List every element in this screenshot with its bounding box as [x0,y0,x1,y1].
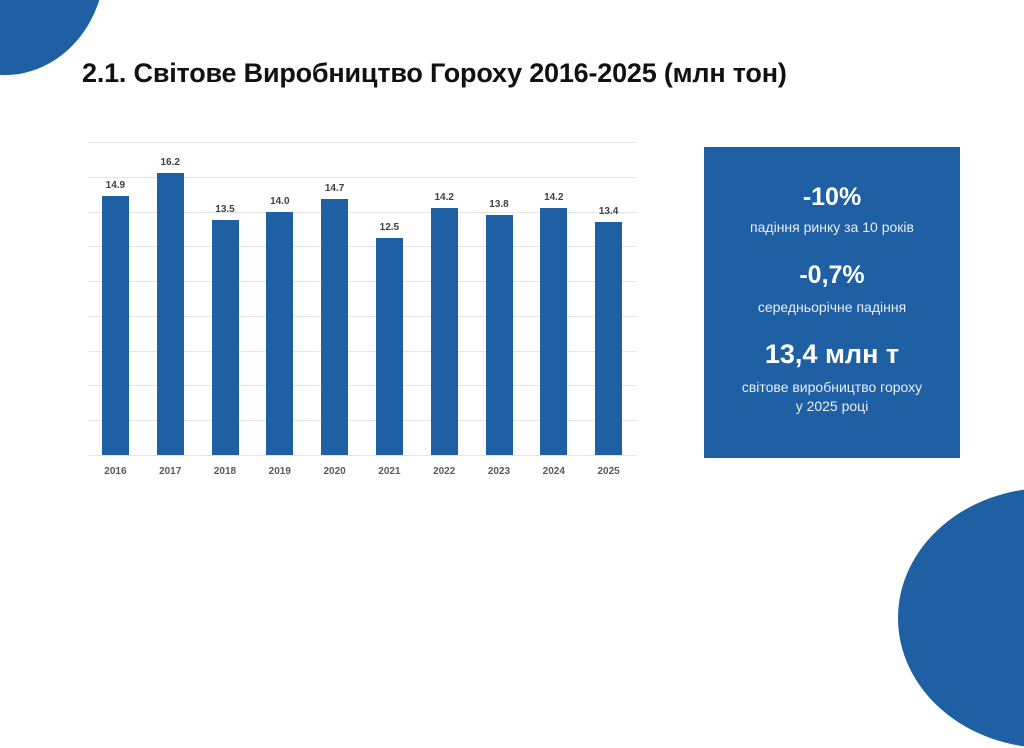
gridline [88,455,636,456]
x-axis-label: 2017 [159,466,182,477]
x-axis-label: 2018 [213,466,237,477]
bar-value-label: 14.0 [270,195,290,207]
bar-2024 [540,208,568,455]
stat-caption: падіння ринку за 10 років [750,219,914,235]
x-axis-label: 2024 [542,466,565,477]
x-axis-label: 2020 [323,466,346,477]
decorative-corner-bottom-right [898,488,1024,748]
bar-value-label: 14.9 [105,179,126,191]
bar-value-label: 13.8 [489,199,509,211]
stat-caption: середньорічне падіння [757,299,907,315]
bar-2017 [156,173,184,455]
bar-value-label: 12.5 [379,221,400,233]
gridline [88,176,636,178]
x-axis-label: 2019 [268,466,291,477]
bar-value-label: 13.5 [215,204,235,216]
bar-2022 [430,208,458,455]
bar-2018 [211,220,239,455]
gridline [88,211,636,213]
bar-value-label: 14.7 [324,183,345,195]
gridline [88,315,636,317]
gridline [88,281,636,283]
bar-value-label: 14.2 [544,192,564,204]
bar-2020 [321,199,349,455]
stat-value: 13,4 млн т [764,339,900,369]
bar-2023 [485,215,513,455]
stat-value: -0,7% [799,261,865,289]
x-axis-label: 2025 [597,466,620,477]
gridline [88,385,636,387]
x-axis-label: 2022 [433,466,456,477]
x-axis-label: 2016 [104,466,127,477]
bar-2021 [375,237,403,455]
bar-2016 [101,195,129,455]
stat-decline-10y: -10% падіння ринку за 10 років [704,183,960,237]
stat-caption: у 2025 році [795,398,869,414]
gridline [88,420,636,422]
bar-value-label: 13.4 [598,205,619,217]
bar-value-label: 14.2 [434,192,454,204]
bar-value-label: 16.2 [160,157,180,169]
x-axis-label: 2021 [378,466,401,477]
gridline [88,246,636,248]
bar-2025 [595,221,623,455]
gridline [88,350,636,352]
bar-chart: 14.9 2016 16.2 2017 13.5 2018 14.0 2019 14.7 2020… [88,130,636,485]
stat-production-2025: 13,4 млн т світове виробництво гороху у … [704,339,960,416]
bar-2019 [266,211,294,455]
x-axis-label: 2023 [487,466,511,477]
stat-value: -10% [802,183,862,211]
slide-title: 2.1. Світове Виробництво Гороху 2016-202… [82,58,787,88]
gridline [88,142,636,143]
stats-panel: -10% падіння ринку за 10 років -0,7% сер… [704,147,960,458]
stat-annual-decline: -0,7% середньорічне падіння [704,261,960,317]
stat-caption: світове виробництво гороху [741,379,923,395]
